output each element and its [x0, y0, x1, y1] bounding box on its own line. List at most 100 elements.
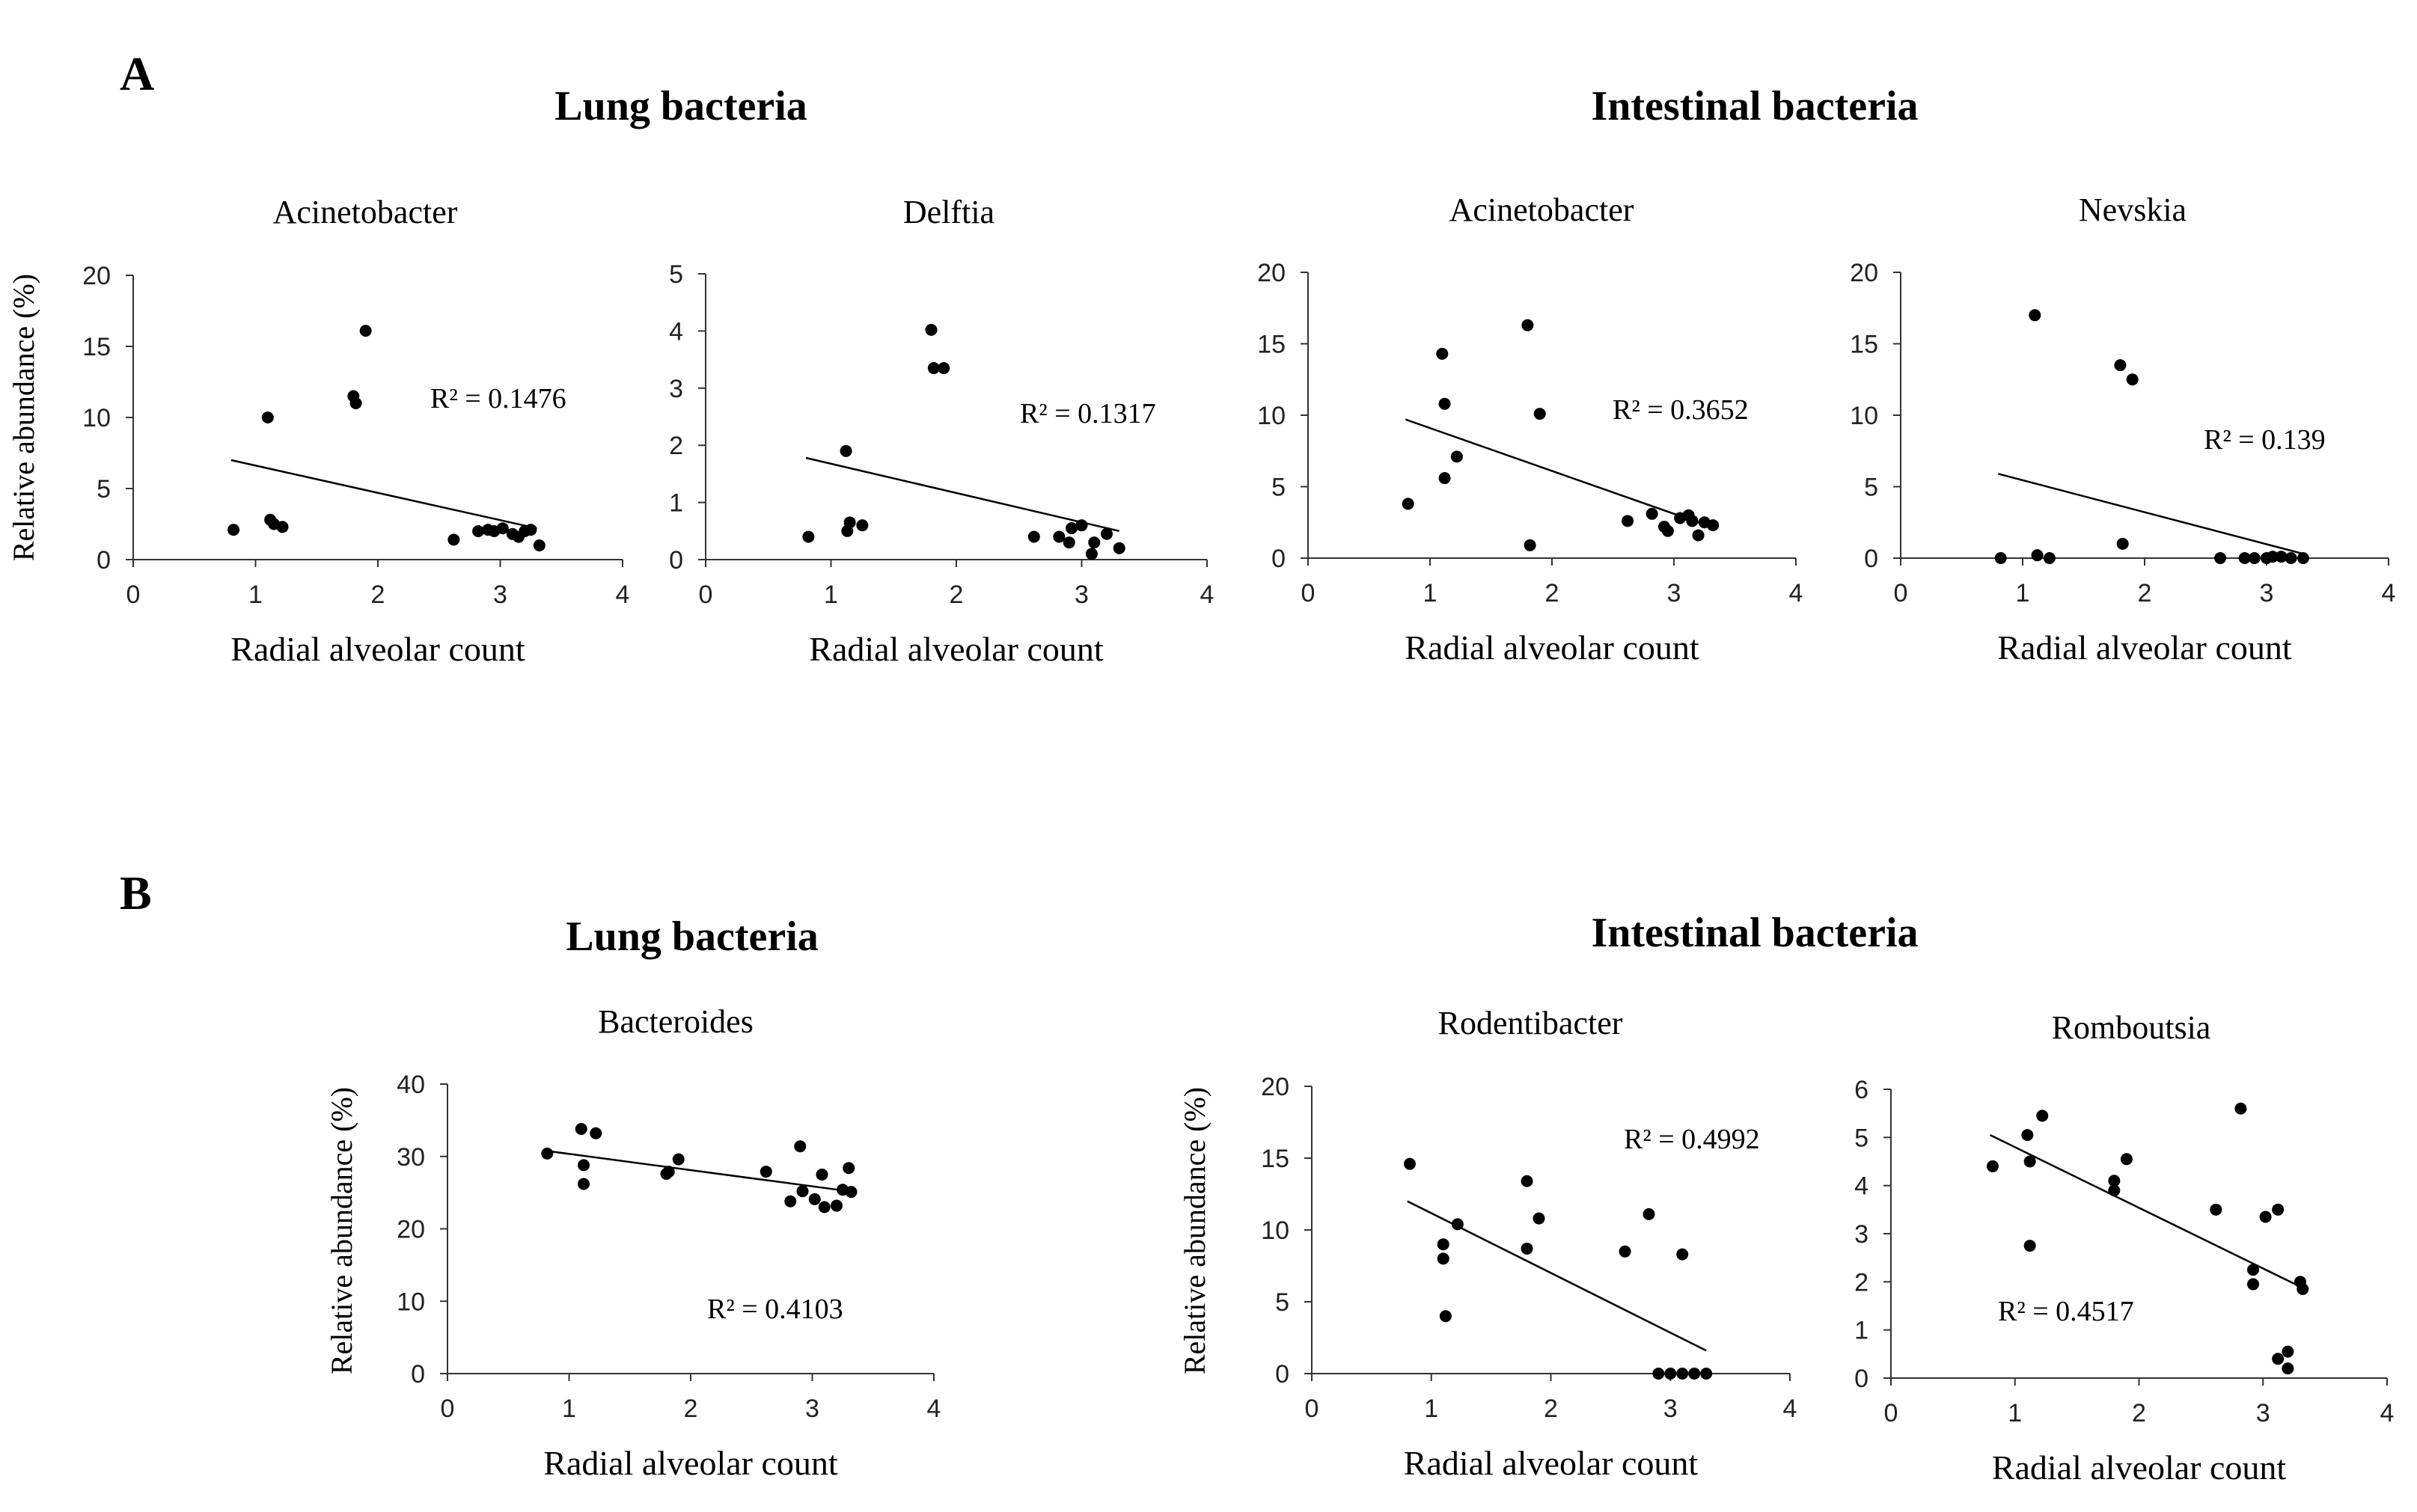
x-tick-label: 1: [2016, 579, 2030, 607]
data-point: [1438, 397, 1451, 410]
data-point: [2282, 1345, 2294, 1358]
r-squared-label: R² = 0.4992: [1624, 1124, 1760, 1155]
data-point: [1438, 472, 1451, 485]
data-point: [1402, 498, 1414, 510]
data-point: [2036, 1109, 2049, 1122]
y-tick-label: 0: [411, 1360, 425, 1389]
x-tick-label: 4: [927, 1395, 941, 1423]
data-point: [1646, 507, 1658, 520]
data-point: [925, 323, 938, 336]
y-tick-label: 5: [1275, 1288, 1289, 1317]
data-point: [2267, 551, 2279, 563]
x-tick-label: 3: [493, 581, 507, 609]
data-point: [2023, 1240, 2036, 1252]
x-axis-label: Radial alveolar count: [1405, 628, 1699, 667]
data-point: [2108, 1184, 2121, 1197]
y-tick-label: 0: [97, 546, 111, 575]
x-tick-label: 1: [1424, 1395, 1438, 1423]
x-tick-label: 3: [2260, 579, 2274, 607]
data-point: [1692, 529, 1705, 542]
data-point: [1451, 1218, 1464, 1231]
data-point: [2023, 1155, 2036, 1168]
y-tick-label: 4: [669, 317, 683, 346]
y-tick-label: 5: [1854, 1124, 1868, 1152]
data-point: [1986, 1160, 1999, 1172]
x-axis-label: Radial alveolar count: [1404, 1444, 1699, 1482]
x-tick-label: 0: [1884, 1399, 1898, 1427]
data-point: [1450, 450, 1463, 463]
chart-a-intestinal-acinetobacter: Acinetobacter 0 5 10 15 20 0 1 2 3 4 Radial alveola…: [1257, 192, 1803, 667]
panel-b-intestinal-title: Intestinal bacteria: [1591, 910, 1918, 956]
x-tick-label: 3: [1667, 579, 1681, 607]
data-point: [1113, 542, 1125, 554]
data-point: [1676, 1368, 1689, 1380]
data-point: [472, 525, 485, 537]
x-tick-label: 0: [1305, 1395, 1319, 1423]
y-tick-label: 10: [82, 404, 111, 432]
data-point: [1533, 1212, 1545, 1225]
x-tick-label: 3: [1663, 1395, 1678, 1423]
data-point: [843, 516, 856, 529]
y-tick-label: 3: [1854, 1220, 1868, 1249]
data-point: [2021, 1129, 2034, 1142]
data-point: [2297, 552, 2309, 564]
x-axis-label: Radial alveolar count: [1997, 628, 2292, 667]
data-point: [496, 522, 509, 535]
data-point: [1521, 1175, 1533, 1187]
data-point: [2297, 1282, 2309, 1295]
data-point: [796, 1185, 809, 1198]
y-axis-label: Relative abundance (%): [7, 274, 40, 561]
trend-line: [230, 459, 537, 530]
trend-line: [1990, 1133, 2301, 1288]
y-tick-label: 15: [82, 333, 111, 361]
y-tick-label: 5: [1271, 474, 1286, 502]
data-point: [575, 1122, 587, 1135]
data-point: [1075, 519, 1088, 532]
y-tick-label: 5: [97, 475, 111, 504]
data-point: [927, 362, 940, 375]
x-axis-label: Radial alveolar count: [809, 630, 1104, 668]
data-point: [784, 1195, 797, 1208]
data-point: [831, 1199, 843, 1212]
y-tick-label: 10: [1261, 1216, 1289, 1245]
x-tick-label: 0: [699, 581, 713, 609]
data-point: [816, 1168, 828, 1181]
data-point: [2282, 1362, 2294, 1375]
chart-b-lung-bacteroides: Bacteroides 0 10 20 30 40 0 1 2 3 4 Radial alveolar…: [325, 1003, 941, 1482]
data-point: [1688, 1368, 1701, 1380]
x-tick-label: 4: [1789, 579, 1803, 607]
chart-title: Romboutsia: [2052, 1009, 2211, 1046]
data-point: [2285, 552, 2297, 564]
x-tick-label: 1: [562, 1395, 576, 1423]
data-point: [1027, 530, 1040, 543]
chart-a-lung-acinetobacter: Acinetobacter 0 5 10 15 20 0 1 2 3 4 Radial alveola…: [7, 194, 629, 668]
data-point: [2248, 552, 2261, 564]
data-point: [1436, 347, 1449, 360]
data-point: [1085, 548, 1098, 560]
data-point: [2272, 1353, 2285, 1365]
data-point: [662, 1166, 675, 1178]
data-point: [808, 1193, 821, 1205]
data-point: [533, 539, 546, 551]
r-squared-label: R² = 0.1476: [430, 383, 566, 414]
chart-b-intestinal-romboutsia: Romboutsia 0 1 2 3 4 5 6 0 1 2 3 4 Radial alveolar co…: [1854, 1009, 2394, 1487]
data-point: [1063, 536, 1075, 549]
chart-title: Bacteroides: [598, 1003, 754, 1040]
y-axis-label: Relative abundance (%): [325, 1087, 358, 1374]
y-tick-label: 20: [82, 262, 111, 290]
x-tick-label: 0: [1894, 579, 1908, 607]
y-tick-label: 10: [1257, 402, 1286, 430]
data-point: [2246, 1264, 2259, 1276]
y-tick-label: 0: [1275, 1360, 1289, 1389]
y-tick-label: 6: [1854, 1076, 1868, 1104]
y-tick-label: 10: [1850, 402, 1878, 430]
y-tick-label: 20: [1261, 1073, 1289, 1101]
x-tick-label: 1: [2008, 1399, 2022, 1427]
y-tick-label: 0: [1271, 545, 1286, 573]
data-point: [359, 325, 372, 337]
data-point: [840, 444, 852, 457]
data-point: [276, 521, 289, 533]
data-point: [2259, 1210, 2272, 1223]
x-tick-label: 1: [824, 581, 838, 609]
data-point: [1101, 527, 1113, 540]
